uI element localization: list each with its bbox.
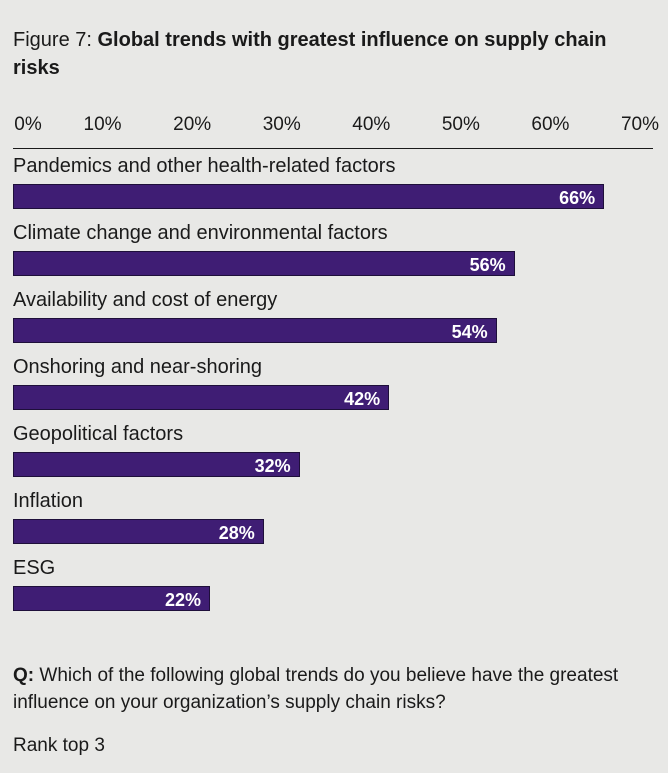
figure-title: Global trends with greatest influence on… [13, 29, 607, 79]
bar: 32% [13, 452, 300, 477]
x-tick-label: 30% [262, 114, 301, 135]
category-label: Geopolitical factors [13, 423, 184, 445]
x-tick-label: 50% [441, 114, 480, 135]
category-label: Pandemics and other health-related facto… [13, 155, 396, 177]
x-axis-line [13, 148, 653, 149]
category-label: Availability and cost of energy [13, 289, 278, 311]
category-label: ESG [13, 557, 56, 579]
x-tick-label: 0% [14, 114, 42, 135]
survey-question: Q: Which of the following global trends … [13, 662, 663, 716]
x-tick-label: 40% [352, 114, 391, 135]
bar: 56% [13, 251, 515, 276]
bar: 28% [13, 519, 264, 544]
x-tick-label: 60% [531, 114, 570, 135]
question-text: Which of the following global trends do … [13, 665, 619, 713]
bar: 54% [13, 318, 497, 343]
bar-value-label: 66% [559, 188, 596, 208]
bar-value-label: 54% [451, 322, 488, 342]
bar-value-label: 28% [218, 523, 255, 543]
bar-value-label: 32% [254, 456, 291, 476]
survey-note: Rank top 3 [13, 735, 105, 756]
bar-value-label: 42% [344, 389, 381, 409]
bar: 22% [13, 586, 211, 611]
category-label: Climate change and environmental factors [13, 222, 388, 244]
x-axis: 0% 10% 20% 30% 40% 50% 60% 70% [0, 114, 668, 142]
bar-value-label: 56% [469, 255, 506, 275]
x-tick-label: 20% [173, 114, 212, 135]
category-label: Inflation [13, 490, 84, 512]
x-tick-label: 10% [83, 114, 122, 135]
question-prefix: Q: [13, 665, 35, 686]
bar: 42% [13, 385, 390, 410]
figure-number: Figure 7: [13, 29, 92, 51]
x-tick-label: 70% [620, 114, 660, 135]
category-label: Onshoring and near-shoring [13, 356, 263, 378]
bar: 66% [13, 184, 605, 209]
bar-value-label: 22% [165, 590, 202, 610]
chart-title: Figure 7: Global trends with greatest in… [13, 26, 653, 82]
